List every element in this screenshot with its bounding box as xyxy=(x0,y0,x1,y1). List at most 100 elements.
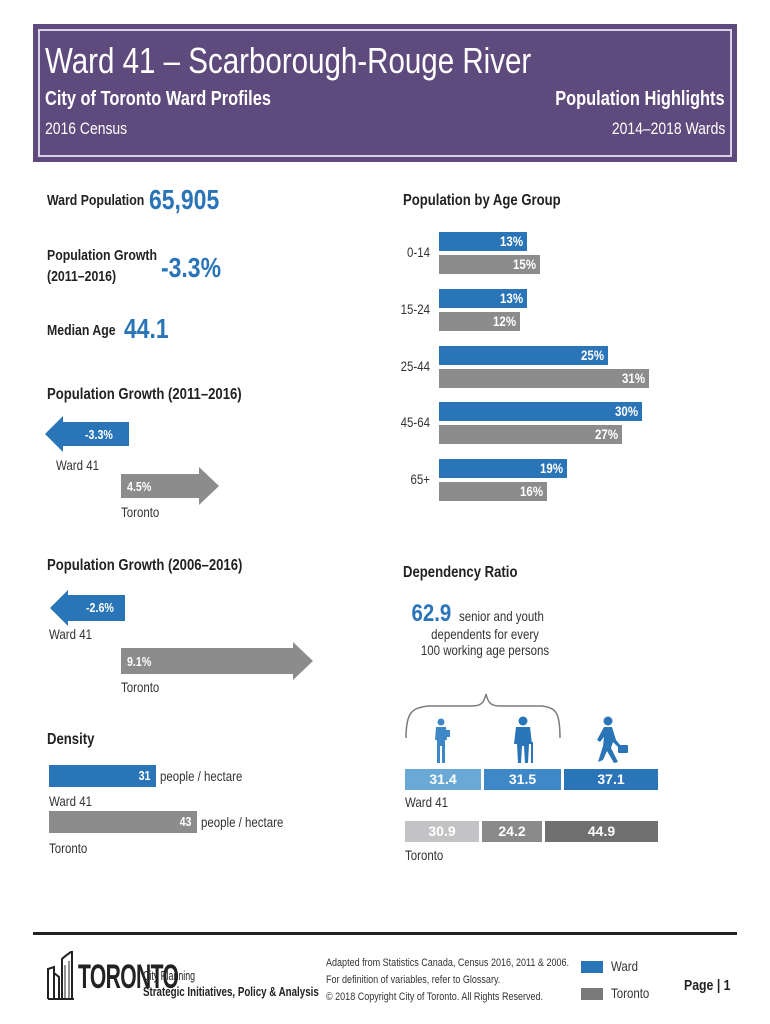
toronto-youth-ratio-value: 30.9 xyxy=(428,823,456,839)
median-age-label: Median Age xyxy=(47,322,116,339)
ward-senior-ratio-bar: 31.5 xyxy=(484,769,561,790)
toronto-age-bar: 27% xyxy=(439,425,622,444)
ward-density-value: 31 xyxy=(138,768,150,783)
legend-ward-label: Ward xyxy=(611,958,639,974)
ward-population-value: 65,905 xyxy=(149,184,220,215)
department-name: City Planning xyxy=(143,968,196,983)
age-group-label: 45-64 xyxy=(400,414,430,430)
ward-age-value: 30% xyxy=(615,403,638,419)
ward-senior-ratio-value: 31.5 xyxy=(508,771,537,787)
growth-2011-title: Population Growth (2011–2016) xyxy=(47,386,242,403)
division-name: Strategic Initiatives, Policy & Analysis xyxy=(143,984,319,999)
ward-growth-2011-label: Ward 41 xyxy=(56,457,99,473)
ward-youth-ratio-bar: 31.4 xyxy=(405,769,481,790)
ward-age-bar: 13% xyxy=(439,289,527,308)
ward-growth-2006-value: -2.6% xyxy=(86,600,114,615)
toronto-density-label: Toronto xyxy=(49,840,88,856)
page-title: Ward 41 – Scarborough-Rouge River xyxy=(45,40,532,81)
glossary-note: For definition of variables, refer to Gl… xyxy=(326,974,501,986)
ward-density-bar: 31 xyxy=(49,765,156,787)
copyright-note: © 2018 Copyright City of Toronto. All Ri… xyxy=(326,991,544,1003)
ward-age-bar: 19% xyxy=(439,459,567,478)
legend-toronto-swatch xyxy=(581,988,603,1000)
toronto-age-bar: 16% xyxy=(439,482,547,501)
toronto-total-ratio-value: 44.9 xyxy=(587,823,616,839)
source-note: Adapted from Statistics Canada, Census 2… xyxy=(326,957,570,969)
density-title: Density xyxy=(47,731,95,748)
toronto-age-bar: 31% xyxy=(439,369,649,388)
age-group-label: 0-14 xyxy=(407,244,430,260)
toronto-city-hall-logo-icon xyxy=(47,951,74,1000)
growth-value: -3.3% xyxy=(161,252,221,283)
senior-icon xyxy=(514,716,533,763)
ward-age-value: 13% xyxy=(500,233,523,249)
ward-population-label: Ward Population xyxy=(47,192,145,209)
ward-age-value: 13% xyxy=(500,290,523,306)
toronto-density-value: 43 xyxy=(179,814,191,829)
ward-growth-2011-value: -3.3% xyxy=(85,427,113,442)
ward-youth-ratio-value: 31.4 xyxy=(429,771,457,787)
toronto-growth-2011-value: 4.5% xyxy=(127,479,152,494)
toronto-density-bar: 43 xyxy=(49,811,197,833)
dependency-title: Dependency Ratio xyxy=(403,564,518,581)
toronto-youth-ratio-bar: 30.9 xyxy=(405,821,479,842)
toronto-senior-ratio-bar: 24.2 xyxy=(482,821,542,842)
toronto-growth-2006-value: 9.1% xyxy=(127,654,152,669)
ward-age-bar: 25% xyxy=(439,346,608,365)
age-group-label: 15-24 xyxy=(400,301,430,317)
page-number: Page | 1 xyxy=(684,977,731,994)
toronto-logo-text: TORONTO xyxy=(78,958,179,996)
ward-age-value: 19% xyxy=(540,460,563,476)
header-banner: Ward 41 – Scarborough-Rouge River City o… xyxy=(33,24,737,162)
ward-period: 2014–2018 Wards xyxy=(611,119,725,138)
ward-age-value: 25% xyxy=(581,347,604,363)
ward-density-unit: people / hectare xyxy=(160,768,243,784)
youth-icon xyxy=(435,718,450,763)
dependency-value: 62.9 xyxy=(411,600,451,627)
footer-divider xyxy=(33,932,737,935)
dependency-toronto-label: Toronto xyxy=(405,847,444,863)
age-group-label: 65+ xyxy=(410,471,430,487)
age-chart-title: Population by Age Group xyxy=(403,192,561,209)
toronto-senior-ratio-value: 24.2 xyxy=(498,823,526,839)
toronto-growth-2011-label: Toronto xyxy=(121,504,160,520)
worker-icon xyxy=(597,716,628,763)
ward-age-bar: 30% xyxy=(439,402,642,421)
ward-age-bar: 13% xyxy=(439,232,527,251)
dependency-text-2: dependents for every xyxy=(431,626,539,642)
census-year: 2016 Census xyxy=(45,119,128,138)
toronto-growth-2006-label: Toronto xyxy=(121,679,160,695)
ward-density-label: Ward 41 xyxy=(49,793,92,809)
report-section: Population Highlights xyxy=(555,88,725,110)
toronto-age-value: 27% xyxy=(595,426,618,442)
ward-total-ratio-bar: 37.1 xyxy=(564,769,658,790)
age-group-label: 25-44 xyxy=(400,358,430,374)
toronto-growth-2011-arrow xyxy=(121,467,219,505)
dependency-text-3: 100 working age persons xyxy=(420,642,550,658)
ward-growth-2011-arrow xyxy=(45,416,129,452)
growth-2006-title: Population Growth (2006–2016) xyxy=(47,557,243,574)
toronto-total-ratio-bar: 44.9 xyxy=(545,821,658,842)
bracket-icon xyxy=(405,693,561,739)
median-age-value: 44.1 xyxy=(124,313,169,344)
toronto-growth-2006-arrow xyxy=(121,642,313,680)
toronto-age-value: 16% xyxy=(520,483,543,499)
toronto-age-value: 12% xyxy=(493,313,516,329)
toronto-age-bar: 12% xyxy=(439,312,520,331)
toronto-density-unit: people / hectare xyxy=(201,814,284,830)
toronto-age-value: 31% xyxy=(622,370,645,386)
ward-growth-2006-label: Ward 41 xyxy=(49,626,92,642)
header-inner-border xyxy=(38,29,732,157)
toronto-age-bar: 15% xyxy=(439,255,540,274)
dependency-text-1: senior and youth xyxy=(458,608,544,624)
toronto-age-value: 15% xyxy=(513,256,536,272)
ward-total-ratio-value: 37.1 xyxy=(597,771,625,787)
report-series: City of Toronto Ward Profiles xyxy=(45,88,271,110)
growth-label-period: (2011–2016) xyxy=(47,268,117,285)
legend-ward-swatch xyxy=(581,961,603,973)
dependency-description: 62.9 senior and youth dependents for eve… xyxy=(400,600,570,658)
ward-growth-2006-arrow xyxy=(50,590,125,626)
growth-label: Population Growth xyxy=(47,247,158,264)
legend-toronto-label: Toronto xyxy=(611,985,650,1001)
dependency-ward-label: Ward 41 xyxy=(405,794,448,810)
